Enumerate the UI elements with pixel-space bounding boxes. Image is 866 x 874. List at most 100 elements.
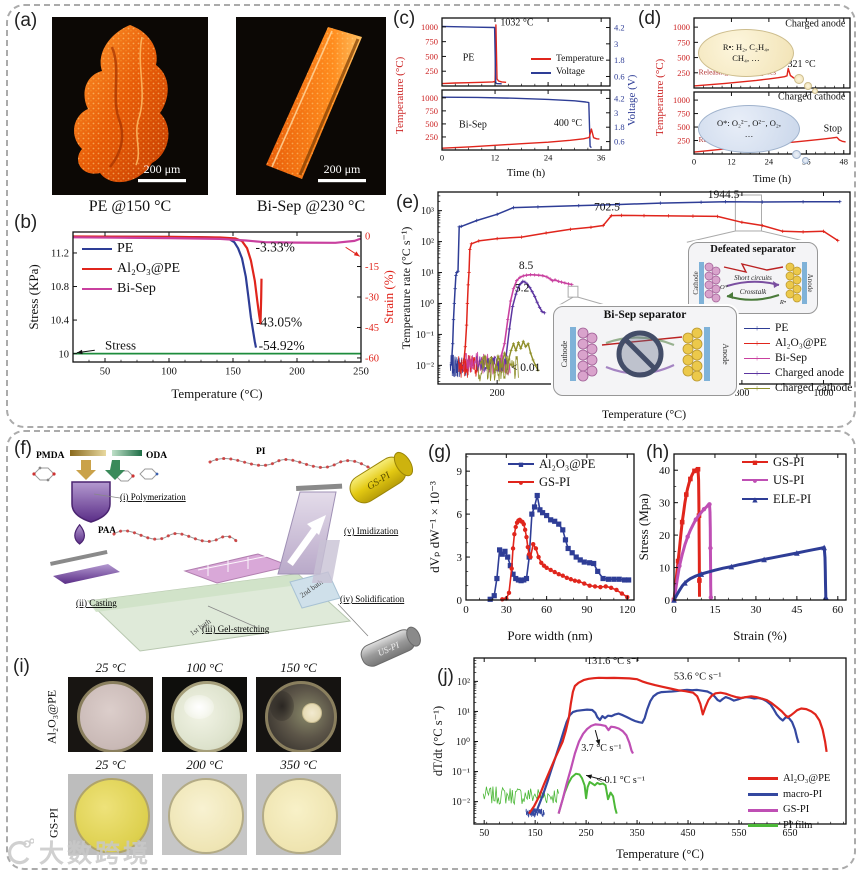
svg-text:Stress: Stress (105, 337, 136, 352)
c-ylabel-voltage: Voltage (V) (626, 74, 638, 126)
svg-text:650: 650 (782, 828, 797, 839)
caption-pe: PE @150 °C (88, 198, 172, 215)
scale-bar-label: 200 μm (324, 162, 361, 176)
svg-text:10¹: 10¹ (457, 707, 470, 718)
svg-text:10⁻¹: 10⁻¹ (416, 330, 434, 341)
panel-j-legend: Al₂O₃@PE macro-PI GS-PI PI film (748, 772, 830, 833)
cloud-line: R•: H₂, C₂H₄, (722, 41, 770, 52)
cathode-label: Cathode (692, 271, 700, 294)
casting-roller (50, 549, 108, 566)
svg-text:100: 100 (161, 367, 177, 378)
svg-text:0: 0 (671, 604, 677, 616)
polymerization-vessel (71, 481, 111, 523)
svg-text:Temperature (°C): Temperature (°C) (602, 407, 686, 421)
panel-h-chart: 0 15 30 45 60 0 10 20 30 40 Strain (%) Stress (Mpa) (638, 453, 847, 643)
panel-e-chart: 200400600800100010⁻²10⁻¹10⁰10¹10²10³Temp… (399, 189, 851, 421)
svg-text:10⁻²: 10⁻² (416, 361, 434, 372)
inset-title: Defeated separator (710, 244, 796, 255)
photo-gspi-25c (68, 774, 153, 855)
svg-text:Time (h): Time (h) (753, 173, 792, 185)
svg-text:Time (h): Time (h) (507, 167, 546, 179)
svg-text:250: 250 (579, 828, 594, 839)
pmda-feed-bar (70, 450, 106, 456)
photo-gspi-200c (162, 774, 247, 855)
cloud-line: O*: O₂²⁻, O²⁻, O₂, (717, 117, 781, 128)
svg-text:750: 750 (425, 37, 438, 47)
pmda-label: PMDA (36, 451, 65, 461)
panel-g-legend: ■ Al₂O₃@PE ● GS-PI (508, 456, 595, 491)
gas-bubble (812, 88, 818, 94)
watermark-text: 大数跨境 (39, 841, 152, 868)
svg-text:9: 9 (457, 466, 463, 478)
svg-text:12: 12 (727, 157, 736, 167)
panel-a-label: (a) (14, 10, 38, 31)
svg-text:0: 0 (665, 595, 671, 607)
svg-text:11.2: 11.2 (51, 249, 69, 260)
svg-text:250: 250 (677, 68, 690, 78)
panel-c-bottom-chart: 0 12 24 36 250 500 750 1000 0.6 1.8 3 4.2 Time (h) 40… (421, 89, 625, 179)
reductive-gases-cloud: R•: H₂, C₂H₄, CH₄, … (698, 29, 794, 77)
svg-text:1.8: 1.8 (614, 122, 625, 132)
svg-text:50: 50 (479, 828, 489, 839)
svg-text:400 °C: 400 °C (554, 118, 582, 129)
paa-droplet (74, 523, 85, 545)
svg-text:321 °C: 321 °C (788, 59, 816, 70)
panel-e-label: (e) (396, 192, 420, 213)
group-box-fghij (6, 430, 856, 870)
anode-label: Anode (721, 343, 730, 365)
photo-al2o3pe-100c (162, 677, 247, 752)
temp-label: 200 °C (186, 757, 223, 772)
svg-text:-60: -60 (365, 354, 379, 365)
panel-d-label: (d) (638, 8, 662, 29)
anode-label: Anode (806, 273, 814, 292)
svg-text:30: 30 (659, 498, 671, 510)
svg-text:3: 3 (457, 552, 463, 564)
svg-text:5.2: 5.2 (515, 283, 530, 295)
cloud-line: CH₄, … (732, 53, 760, 63)
photo-al2o3pe-150c (256, 677, 341, 752)
scale-bar-label: 200 μm (144, 162, 181, 176)
temp-label: 350 °C (280, 757, 317, 772)
svg-text:40: 40 (659, 465, 671, 477)
svg-text:53.6 °C s⁻¹: 53.6 °C s⁻¹ (674, 672, 722, 683)
svg-text:10.4: 10.4 (51, 316, 70, 327)
svg-text:90: 90 (581, 604, 593, 616)
lattice-oxygen-cloud: O*: O₂²⁻, O²⁻, O₂, … (698, 105, 800, 153)
svg-text:Charged cathode: Charged cathode (778, 92, 846, 103)
svg-text:20: 20 (659, 530, 671, 542)
svg-text:60: 60 (541, 604, 553, 616)
svg-text:15: 15 (709, 604, 721, 616)
svg-text:120: 120 (619, 604, 636, 616)
svg-text:-3.33%: -3.33% (256, 239, 295, 254)
short-circuit-bolt (723, 262, 784, 273)
casting-film (53, 564, 120, 584)
pmda-arrow (76, 460, 96, 480)
svg-text:< 0.1 °C s⁻¹: < 0.1 °C s⁻¹ (597, 775, 645, 786)
svg-text:500: 500 (677, 122, 690, 132)
panel-c-legend: Temperature Voltage (531, 53, 604, 79)
svg-text:10.8: 10.8 (51, 282, 69, 293)
paa-label: PAA (98, 525, 116, 535)
svg-text:250: 250 (353, 367, 369, 378)
pmda-molecule (32, 466, 56, 482)
svg-text:0: 0 (365, 232, 370, 243)
blocked-short-circuit-line (601, 336, 683, 346)
svg-text:750: 750 (425, 106, 438, 116)
svg-text:12: 12 (491, 153, 500, 163)
svg-text:Stop: Stop (824, 123, 842, 134)
stretching-arrows (197, 555, 269, 576)
gspi-roll: GS-PI (349, 451, 414, 504)
panel-h-label: (h) (646, 442, 670, 463)
svg-text:150: 150 (225, 367, 241, 378)
scale-bar (138, 179, 186, 183)
svg-text:< 0.01: < 0.01 (511, 362, 541, 374)
svg-text:48: 48 (840, 157, 849, 167)
gas-bubble (802, 157, 809, 164)
photo-gspi-350c (256, 774, 341, 855)
svg-text:350: 350 (630, 828, 645, 839)
svg-text:250: 250 (425, 66, 438, 76)
panel-j-label: (j) (437, 666, 454, 687)
svg-text:10: 10 (59, 349, 70, 360)
micrograph-bisep: 200 μm (236, 17, 386, 195)
svg-text:800: 800 (734, 388, 749, 399)
